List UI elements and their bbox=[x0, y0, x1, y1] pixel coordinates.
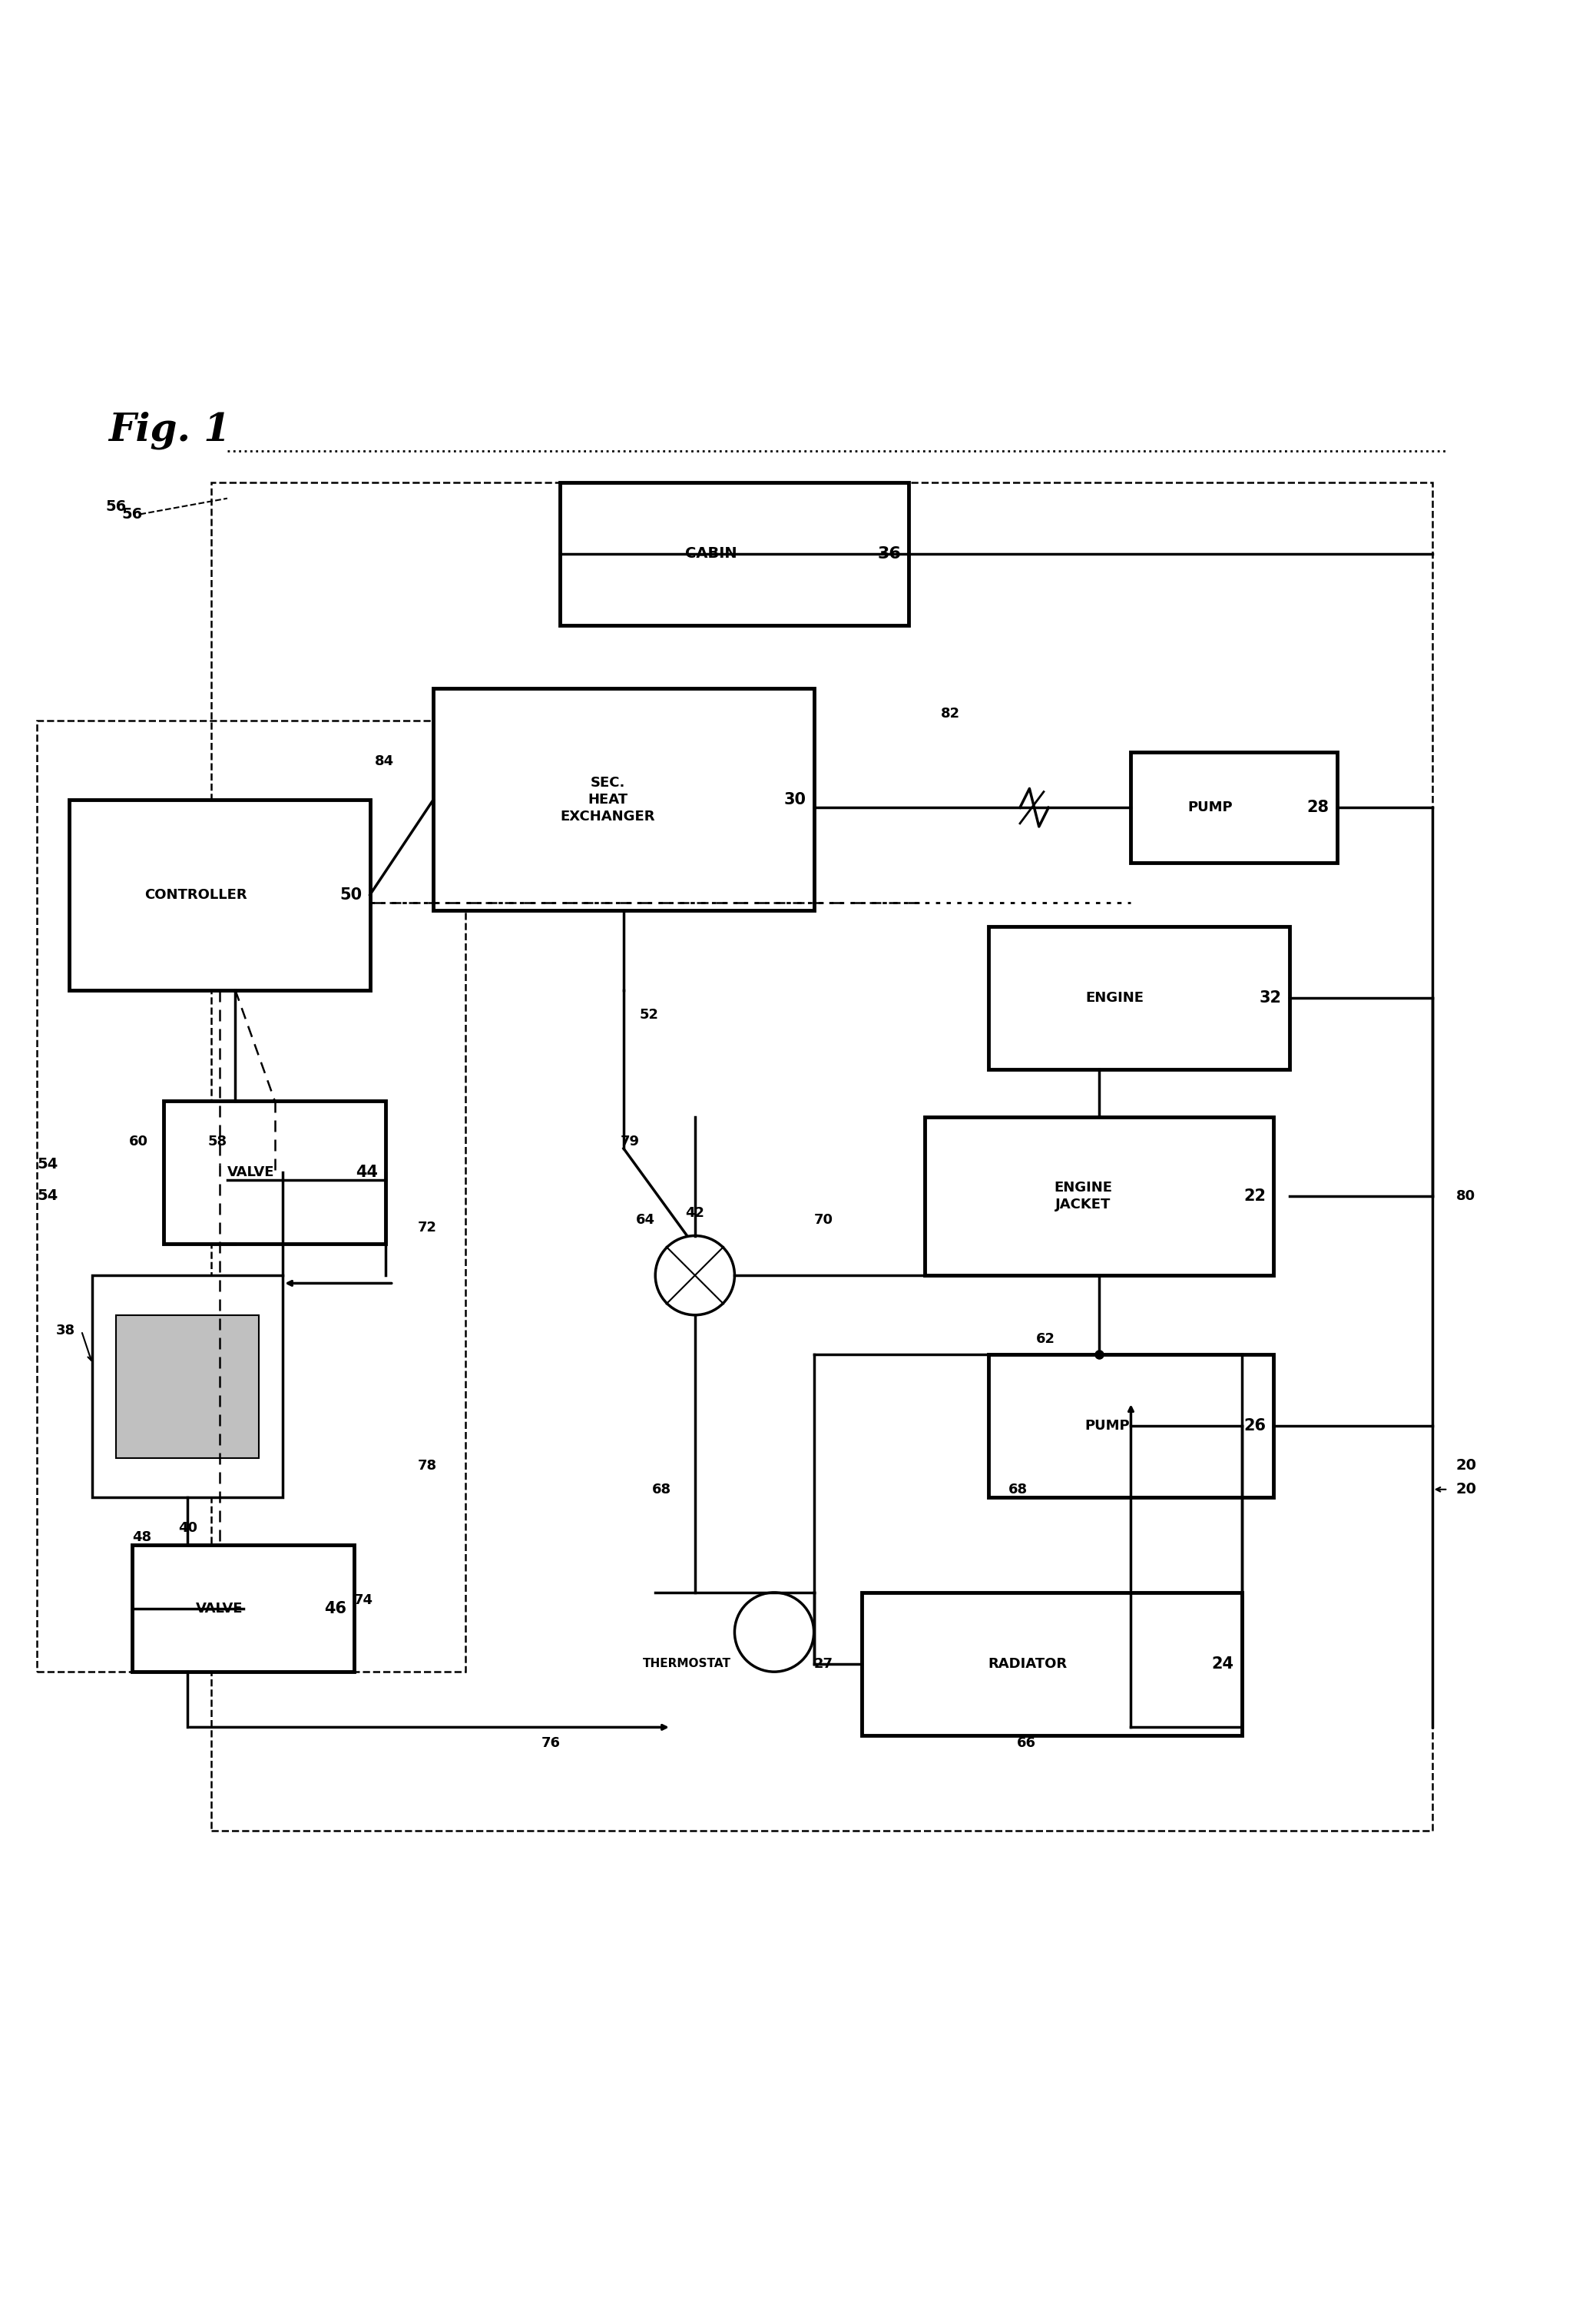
Text: PUMP: PUMP bbox=[1085, 1420, 1130, 1433]
FancyBboxPatch shape bbox=[93, 1275, 282, 1498]
Text: 68: 68 bbox=[651, 1482, 672, 1495]
Text: ENGINE: ENGINE bbox=[1085, 990, 1144, 1004]
Text: VALVE: VALVE bbox=[196, 1601, 243, 1615]
Text: CONTROLLER: CONTROLLER bbox=[144, 889, 247, 903]
Text: 76: 76 bbox=[541, 1737, 560, 1750]
Text: 66: 66 bbox=[1017, 1737, 1036, 1750]
Text: 46: 46 bbox=[324, 1601, 346, 1617]
Text: 84: 84 bbox=[375, 753, 394, 767]
Text: 70: 70 bbox=[814, 1213, 833, 1227]
FancyBboxPatch shape bbox=[117, 1314, 259, 1459]
FancyBboxPatch shape bbox=[69, 799, 370, 990]
Text: THERMOSTAT: THERMOSTAT bbox=[643, 1658, 731, 1670]
Text: 50: 50 bbox=[340, 887, 362, 903]
Text: 72: 72 bbox=[418, 1222, 437, 1236]
FancyBboxPatch shape bbox=[164, 1100, 386, 1243]
Text: 56: 56 bbox=[105, 498, 126, 515]
FancyBboxPatch shape bbox=[132, 1546, 354, 1672]
Text: 62: 62 bbox=[1036, 1332, 1055, 1346]
FancyBboxPatch shape bbox=[924, 1116, 1274, 1275]
FancyBboxPatch shape bbox=[434, 689, 814, 910]
Text: SEC.
HEAT
EXCHANGER: SEC. HEAT EXCHANGER bbox=[560, 776, 656, 825]
Text: Fig. 1: Fig. 1 bbox=[109, 411, 230, 450]
Text: 20: 20 bbox=[1456, 1459, 1476, 1472]
Text: 54: 54 bbox=[37, 1190, 57, 1204]
FancyBboxPatch shape bbox=[988, 926, 1290, 1068]
Text: 40: 40 bbox=[179, 1521, 198, 1534]
Text: 80: 80 bbox=[1456, 1190, 1475, 1204]
Text: 52: 52 bbox=[640, 1008, 659, 1022]
Text: 30: 30 bbox=[784, 792, 806, 806]
Text: 27: 27 bbox=[814, 1656, 833, 1670]
Text: 28: 28 bbox=[1307, 799, 1329, 815]
FancyBboxPatch shape bbox=[560, 482, 910, 625]
Text: VALVE: VALVE bbox=[228, 1165, 275, 1178]
Text: 24: 24 bbox=[1211, 1656, 1234, 1672]
Text: ENGINE
JACKET: ENGINE JACKET bbox=[1055, 1181, 1112, 1211]
Text: 48: 48 bbox=[132, 1530, 152, 1544]
Text: 20: 20 bbox=[1456, 1482, 1476, 1498]
FancyBboxPatch shape bbox=[1132, 751, 1337, 864]
Text: 79: 79 bbox=[621, 1135, 640, 1148]
Text: 64: 64 bbox=[637, 1213, 656, 1227]
Text: 44: 44 bbox=[356, 1165, 378, 1181]
Text: 68: 68 bbox=[1009, 1482, 1028, 1495]
Text: 60: 60 bbox=[129, 1135, 148, 1148]
Text: 26: 26 bbox=[1243, 1417, 1266, 1433]
FancyBboxPatch shape bbox=[862, 1592, 1242, 1734]
Text: 78: 78 bbox=[418, 1459, 437, 1472]
Text: PUMP: PUMP bbox=[1187, 802, 1232, 815]
Text: 32: 32 bbox=[1259, 990, 1282, 1006]
Text: 38: 38 bbox=[56, 1323, 75, 1337]
Text: 74: 74 bbox=[354, 1594, 373, 1608]
Text: 22: 22 bbox=[1243, 1188, 1266, 1204]
Text: 42: 42 bbox=[685, 1206, 704, 1220]
Text: CABIN: CABIN bbox=[685, 547, 737, 560]
Text: 82: 82 bbox=[940, 707, 959, 721]
FancyBboxPatch shape bbox=[988, 1355, 1274, 1498]
Text: 36: 36 bbox=[878, 547, 902, 560]
Text: RADIATOR: RADIATOR bbox=[988, 1656, 1068, 1670]
Text: 58: 58 bbox=[207, 1135, 227, 1148]
Text: 54: 54 bbox=[37, 1158, 57, 1171]
Text: 56: 56 bbox=[121, 508, 142, 521]
